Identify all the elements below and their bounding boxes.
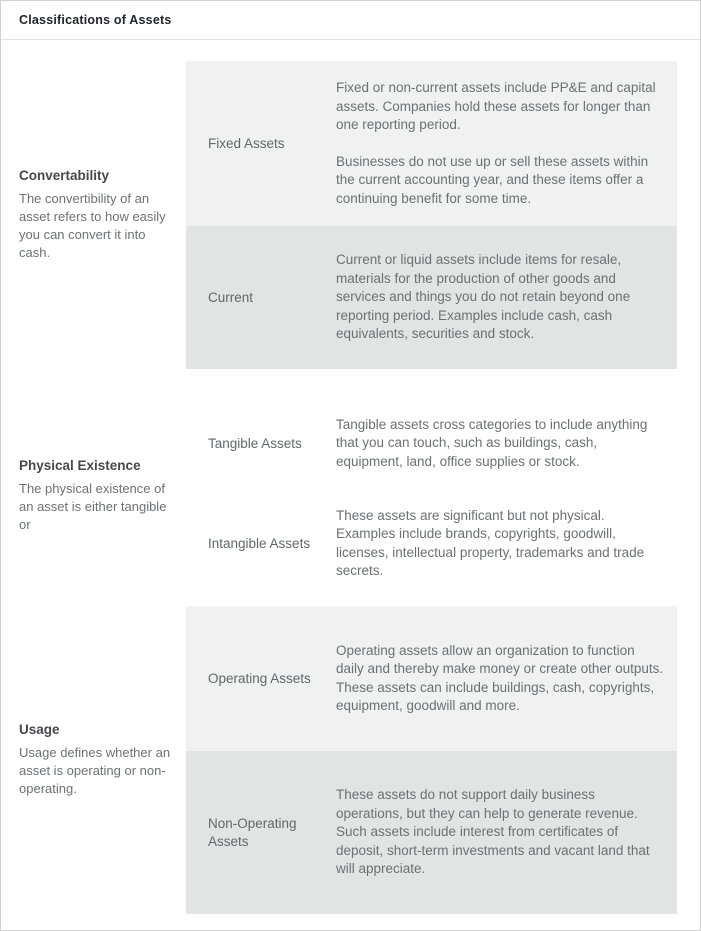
row-paragraph: Current or liquid assets include items f… — [336, 252, 631, 342]
row-description: Fixed or non-current assets include PP&E… — [336, 61, 677, 226]
row-paragraph: These assets are significant but not phy… — [336, 507, 645, 579]
table-row-operating-assets: Operating Assets Operating assets allow … — [186, 606, 677, 751]
row-label: Intangible Assets — [208, 535, 311, 551]
table-row-current: Current Current or liquid assets include… — [186, 226, 677, 369]
section-rows: Operating Assets Operating assets allow … — [186, 606, 677, 914]
section-description: The physical existence of an asset is ei… — [19, 481, 167, 532]
section-heading: Convertability — [19, 168, 110, 183]
row-label: Tangible Assets — [208, 435, 302, 451]
section-physical-existence: Physical Existence The physical existenc… — [1, 396, 700, 596]
section-convertability: Convertability The convertibility of an … — [1, 61, 700, 369]
section-rows: Tangible Assets Tangible assets cross ca… — [186, 396, 677, 596]
row-paragraph: Fixed or non-current assets include PP&E… — [336, 80, 656, 132]
row-paragraph: Businesses do not use up or sell these a… — [336, 153, 649, 206]
row-label: Operating Assets — [208, 670, 311, 686]
table-row-tangible-assets: Tangible Assets Tangible assets cross ca… — [186, 396, 677, 491]
row-description: Current or liquid assets include items f… — [336, 226, 677, 369]
table-row-intangible-assets: Intangible Assets These assets are signi… — [186, 491, 677, 596]
section-sidebar: Physical Existence The physical existenc… — [1, 458, 186, 534]
row-description: Operating assets allow an organization t… — [336, 606, 677, 751]
section-heading: Usage — [19, 722, 60, 737]
page-header: Classifications of Assets — [1, 1, 700, 40]
table-row-fixed-assets: Fixed Assets Fixed or non-current assets… — [186, 61, 677, 226]
section-description: Usage defines whether an asset is operat… — [19, 745, 171, 796]
page-title: Classifications of Assets — [19, 13, 172, 27]
section-heading: Physical Existence — [19, 458, 141, 473]
row-paragraph: Tangible assets cross categories to incl… — [336, 416, 648, 469]
table-row-non-operating-assets: Non-Operating Assets These assets do not… — [186, 751, 677, 914]
content: Convertability The convertibility of an … — [1, 40, 700, 914]
section-description: The convertibility of an asset refers to… — [19, 191, 166, 260]
section-usage: Usage Usage defines whether an asset is … — [1, 606, 700, 914]
section-sidebar: Convertability The convertibility of an … — [1, 168, 186, 262]
row-description: These assets do not support daily busine… — [336, 751, 677, 914]
row-label: Fixed Assets — [208, 135, 285, 151]
row-paragraph: These assets do not support daily busine… — [336, 787, 650, 877]
section-sidebar: Usage Usage defines whether an asset is … — [1, 722, 186, 798]
row-label: Current — [208, 289, 254, 305]
row-description: These assets are significant but not phy… — [336, 491, 677, 596]
row-paragraph: Operating assets allow an organization t… — [336, 642, 664, 714]
row-label: Non-Operating Assets — [208, 815, 297, 849]
section-rows: Fixed Assets Fixed or non-current assets… — [186, 61, 677, 369]
row-description: Tangible assets cross categories to incl… — [336, 396, 677, 491]
